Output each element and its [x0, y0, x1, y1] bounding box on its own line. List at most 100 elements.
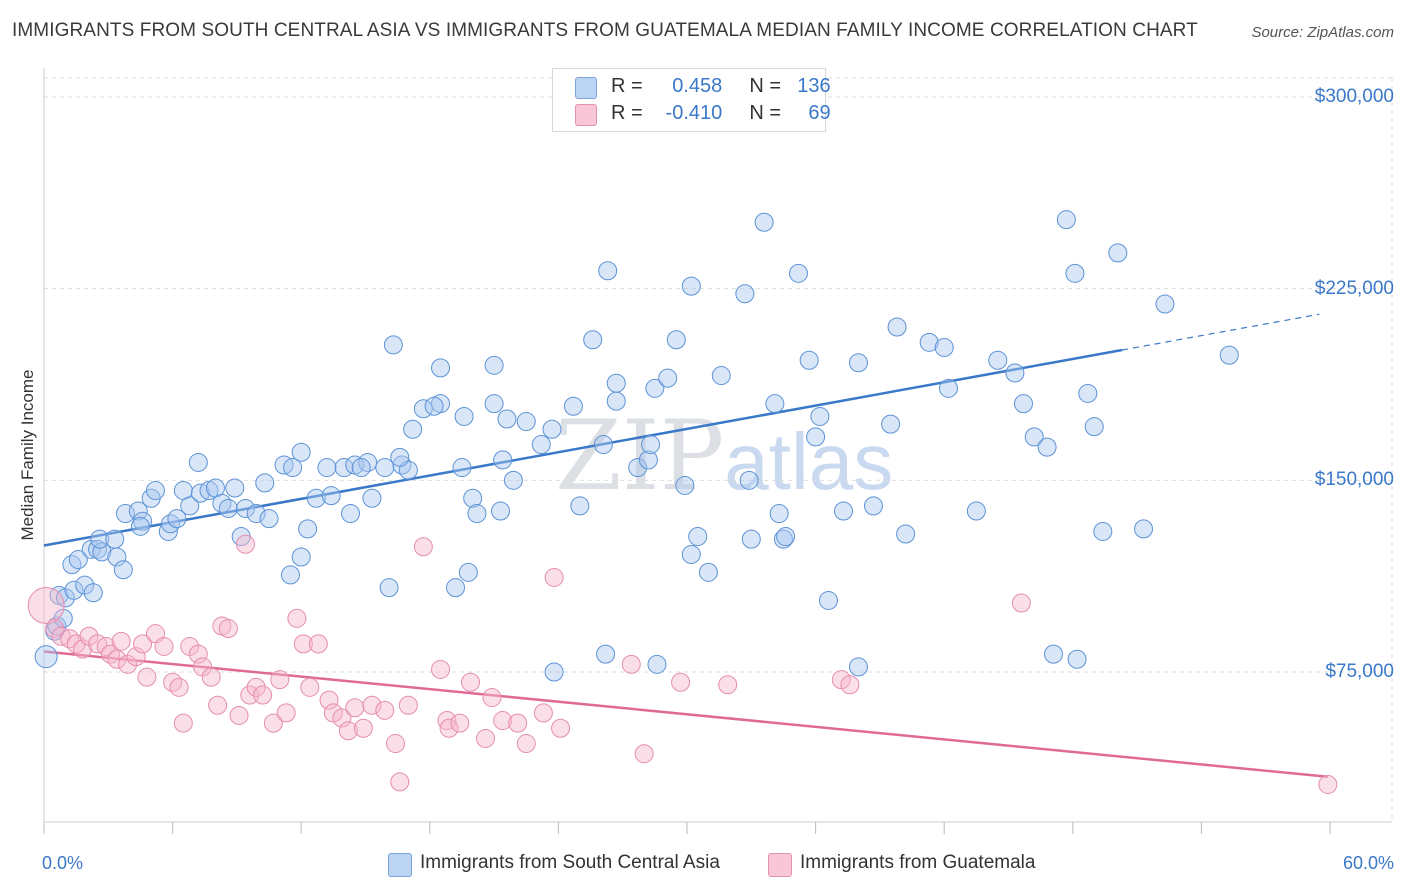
point-south-central-asia — [390, 447, 410, 467]
point-guatemala — [353, 718, 373, 738]
point-south-central-asia — [1134, 519, 1154, 539]
series-south-central-asia — [34, 210, 1239, 682]
point-south-central-asia — [246, 504, 266, 524]
point-south-central-asia — [225, 478, 245, 498]
point-south-central-asia — [1155, 294, 1175, 314]
point-south-central-asia — [563, 396, 583, 416]
point-guatemala — [398, 695, 418, 715]
point-guatemala — [516, 734, 536, 754]
legend-r-label: R = — [611, 75, 643, 97]
point-south-central-asia — [833, 501, 853, 521]
point-south-central-asia — [167, 509, 187, 529]
point-guatemala — [450, 713, 470, 733]
point-south-central-asia — [424, 396, 444, 416]
point-south-central-asia — [1024, 427, 1044, 447]
point-guatemala — [508, 713, 528, 733]
point-south-central-asia — [188, 452, 208, 472]
trend-line-guatemala — [43, 650, 1328, 779]
point-guatemala — [482, 688, 502, 708]
point-south-central-asia — [259, 509, 279, 529]
source-label: Source: ZipAtlas.com — [1251, 24, 1394, 41]
point-south-central-asia — [688, 527, 708, 547]
legend-n-label: N = — [749, 102, 782, 124]
point-guatemala — [276, 703, 296, 723]
point-guatemala — [293, 634, 313, 654]
point-guatemala — [718, 675, 738, 695]
point-south-central-asia — [638, 450, 658, 470]
point-south-central-asia — [1067, 649, 1087, 669]
point-south-central-asia — [1056, 210, 1076, 230]
point-guatemala — [431, 659, 451, 679]
point-south-central-asia — [130, 516, 150, 536]
point-guatemala — [163, 672, 183, 692]
point-guatemala — [840, 675, 860, 695]
point-south-central-asia — [1078, 383, 1098, 403]
series-guatemala — [27, 534, 1338, 794]
point-south-central-asia — [658, 368, 678, 388]
series-swatch-pink — [768, 853, 792, 877]
legend-n-value: 136 — [797, 75, 831, 97]
point-south-central-asia — [317, 458, 337, 478]
point-south-central-asia — [739, 470, 759, 490]
point-south-central-asia — [675, 475, 695, 495]
point-south-central-asia — [62, 555, 82, 575]
point-south-central-asia — [90, 529, 110, 549]
point-south-central-asia — [848, 353, 868, 373]
point-south-central-asia — [681, 276, 701, 296]
point-south-central-asia — [362, 488, 382, 508]
point-guatemala — [111, 631, 131, 651]
point-south-central-asia — [1084, 417, 1104, 437]
point-south-central-asia — [298, 519, 318, 539]
point-guatemala — [201, 667, 221, 687]
point-south-central-asia — [145, 481, 165, 501]
point-guatemala — [308, 634, 328, 654]
legend-r-value: -0.410 — [665, 102, 723, 124]
point-guatemala — [493, 711, 513, 731]
point-guatemala — [235, 534, 255, 554]
point-south-central-asia — [113, 560, 133, 580]
y-tick-label: $300,000 — [1314, 86, 1394, 107]
point-south-central-asia — [291, 547, 311, 567]
point-south-central-asia — [647, 654, 667, 674]
point-south-central-asia — [83, 583, 103, 603]
point-guatemala — [375, 700, 395, 720]
point-south-central-asia — [1093, 521, 1113, 541]
point-guatemala — [345, 698, 365, 718]
y-tick-label: $75,000 — [1325, 661, 1394, 682]
point-guatemala — [1011, 593, 1031, 613]
point-south-central-asia — [711, 366, 731, 386]
point-guatemala — [476, 728, 496, 748]
point-south-central-asia — [375, 458, 395, 478]
point-south-central-asia — [919, 332, 939, 352]
point-south-central-asia — [645, 378, 665, 398]
point-guatemala — [413, 537, 433, 557]
point-south-central-asia — [218, 498, 238, 518]
legend-r-label: R = — [611, 102, 643, 124]
point-guatemala — [218, 619, 238, 639]
point-south-central-asia — [321, 486, 341, 506]
point-south-central-asia — [105, 529, 125, 549]
point-guatemala — [362, 695, 382, 715]
point-guatemala — [386, 734, 406, 754]
point-guatemala — [1318, 774, 1338, 794]
point-south-central-asia — [383, 335, 403, 355]
point-south-central-asia — [1108, 243, 1128, 263]
point-guatemala — [263, 713, 283, 733]
point-south-central-asia — [776, 527, 796, 547]
trend-line-south-central-asia — [43, 348, 1123, 547]
point-south-central-asia — [291, 442, 311, 462]
point-guatemala — [551, 718, 571, 738]
point-south-central-asia — [484, 394, 504, 414]
point-south-central-asia — [934, 337, 954, 357]
point-south-central-asia — [596, 644, 616, 664]
point-south-central-asia — [765, 394, 785, 414]
point-guatemala — [133, 634, 153, 654]
point-south-central-asia — [431, 358, 451, 378]
point-south-central-asia — [773, 529, 793, 549]
point-guatemala — [338, 721, 358, 741]
point-south-central-asia — [516, 412, 536, 432]
axes — [43, 68, 1392, 834]
point-south-central-asia — [1005, 363, 1025, 383]
series-swatch-blue — [388, 853, 412, 877]
legend-r-value: 0.458 — [672, 75, 723, 97]
